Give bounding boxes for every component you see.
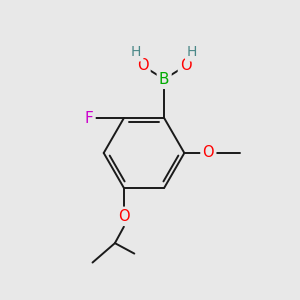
Text: F: F <box>85 111 93 126</box>
Text: H: H <box>131 45 141 59</box>
Text: O: O <box>118 209 130 224</box>
Text: H: H <box>187 45 197 59</box>
Text: O: O <box>137 58 148 73</box>
Text: O: O <box>180 58 191 73</box>
Text: O: O <box>202 146 214 160</box>
Text: B: B <box>159 72 169 87</box>
